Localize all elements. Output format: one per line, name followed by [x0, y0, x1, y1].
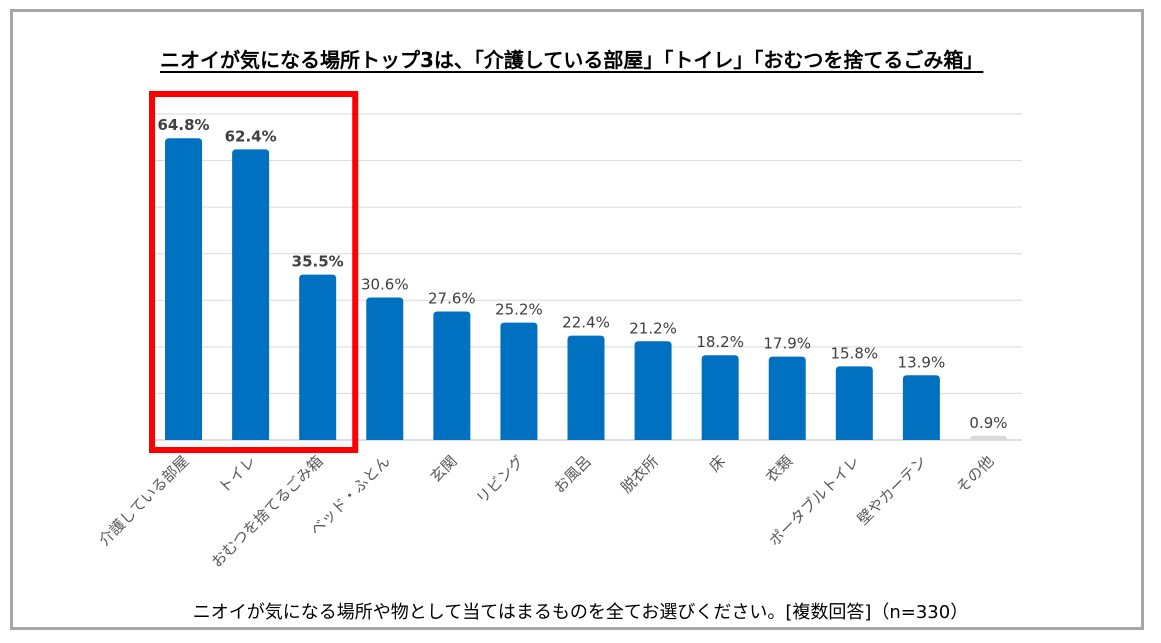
bar [500, 322, 538, 440]
bar [165, 138, 203, 440]
data-label: 35.5% [292, 253, 344, 271]
data-label: 30.6% [361, 275, 409, 293]
category-label: 玄関 [427, 452, 461, 486]
bar [701, 355, 739, 440]
bar [299, 274, 337, 440]
category-label: その他 [953, 452, 998, 497]
data-label: 64.8% [158, 116, 210, 134]
data-label: 15.8% [830, 344, 878, 362]
category-label: トイレ [215, 452, 260, 497]
bar [768, 356, 806, 440]
data-label: 18.2% [696, 333, 744, 351]
bar [969, 435, 1007, 440]
category-label: 壁やカーテン [854, 452, 930, 528]
highlight-box [149, 91, 359, 453]
data-label: 17.9% [763, 335, 811, 353]
bar [232, 149, 270, 440]
category-label: 床 [706, 452, 729, 475]
category-label: 衣類 [762, 452, 796, 486]
data-label: 25.2% [495, 301, 543, 319]
category-label: 脱衣所 [617, 452, 662, 497]
category-label: おむつを捨てるごみ箱 [208, 452, 327, 571]
survey-question: ニオイが気になる場所や物として当てはまるものを全てお選びください。[複数回答]（… [192, 602, 969, 623]
data-label: 21.2% [629, 319, 677, 337]
category-label: 介護している部屋 [95, 452, 192, 549]
data-label: 22.4% [562, 314, 610, 332]
data-label: 27.6% [428, 289, 476, 307]
bar [567, 335, 605, 440]
data-label: 62.4% [225, 127, 277, 145]
category-label: リビング [473, 452, 528, 507]
bar [902, 375, 940, 440]
bar [634, 341, 672, 440]
bar [366, 297, 404, 440]
bar [433, 311, 471, 440]
category-label: お風呂 [550, 452, 595, 497]
chart-title: ニオイが気になる場所トップ3は、「介護している部屋」「トイレ」「おむつを捨てるご… [160, 48, 984, 72]
data-label: 13.9% [898, 353, 946, 371]
data-label: 0.9% [969, 414, 1007, 432]
bar [835, 366, 873, 440]
